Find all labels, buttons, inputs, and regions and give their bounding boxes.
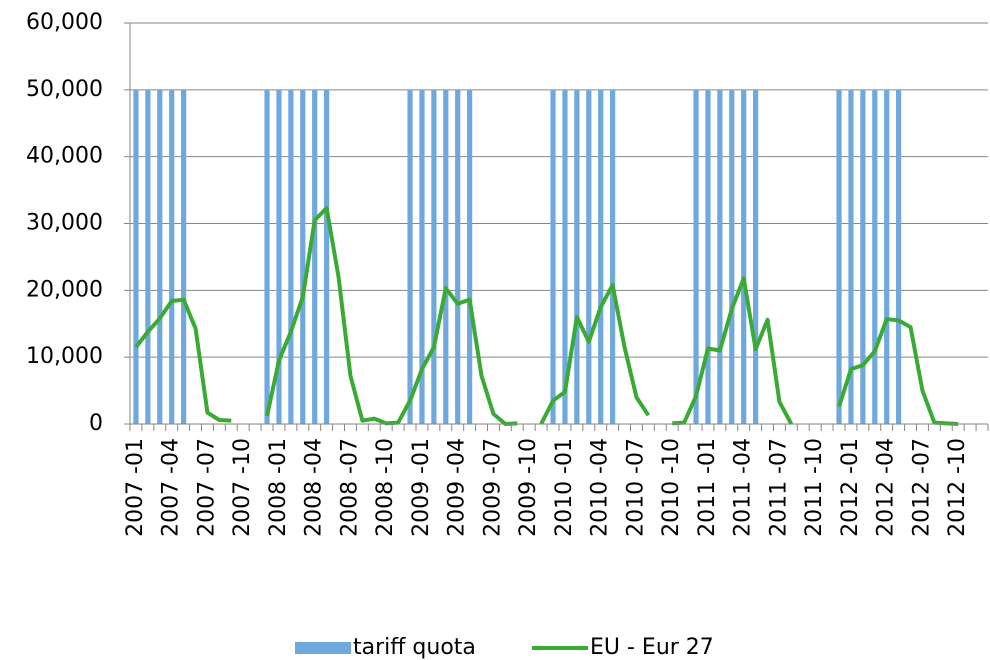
y-tick-label: 40,000 (26, 144, 103, 169)
bar (312, 89, 318, 424)
x-tick-label: 2011 -01 (695, 438, 720, 537)
bar (729, 89, 735, 424)
x-tick-label: 2010 -01 (552, 438, 577, 537)
bar (300, 89, 306, 424)
bar (276, 89, 282, 424)
x-tick-label: 2010 -10 (659, 438, 684, 537)
x-tick-label: 2009 -07 (480, 438, 505, 537)
bar (443, 89, 449, 424)
x-tick-label: 2012 -07 (909, 438, 934, 537)
x-tick-label: 2011 -04 (731, 438, 756, 537)
line (134, 206, 959, 426)
x-tick-label: 2010 -07 (623, 438, 648, 537)
bar (455, 89, 461, 424)
bar (550, 89, 556, 424)
x-tick-label: 2011 -07 (766, 438, 791, 537)
bar (288, 89, 294, 424)
bar (181, 89, 187, 424)
y-tick-label: 30,000 (26, 211, 103, 236)
legend-label: tariff quota (353, 635, 476, 660)
bar (407, 89, 413, 424)
y-tick-label: 50,000 (26, 77, 103, 102)
x-tick-label: 2008 -10 (373, 438, 398, 537)
x-tick-label: 2007 -07 (194, 438, 219, 537)
x-tick-label: 2009 -10 (516, 438, 541, 537)
bar (753, 89, 759, 424)
bar (574, 89, 580, 424)
bar (872, 89, 878, 424)
bar (324, 89, 330, 424)
bar (562, 89, 568, 424)
bar (705, 89, 711, 424)
bar (741, 89, 747, 424)
y-tick-label: 10,000 (26, 344, 103, 369)
bar (133, 89, 139, 424)
bar (610, 89, 616, 424)
bar (693, 89, 699, 424)
bar (836, 89, 842, 424)
x-tick-label: 2009 -01 (409, 438, 434, 537)
y-tick-label: 60,000 (26, 10, 103, 35)
y-tick-label: 0 (89, 411, 103, 436)
bar (157, 89, 163, 424)
x-tick-label: 2011 -10 (802, 438, 827, 537)
bar (169, 89, 175, 424)
x-tick-label: 2008 -07 (337, 438, 362, 537)
bar (848, 89, 854, 424)
bar (264, 89, 270, 424)
bar (884, 89, 890, 424)
x-tick-label: 2009 -04 (445, 438, 470, 537)
bar (598, 89, 604, 424)
bar (419, 89, 425, 424)
legend-swatch (295, 642, 351, 654)
legend-label: EU - Eur 27 (590, 635, 714, 660)
bar (586, 89, 592, 424)
x-tick-label: 2012 -04 (874, 438, 899, 537)
x-tick-label: 2008 -01 (266, 438, 291, 537)
bar (860, 89, 866, 424)
bar (467, 89, 473, 424)
x-tick-label: 2012 -10 (945, 438, 970, 537)
x-tick-label: 2012 -01 (838, 438, 863, 537)
bar (431, 89, 437, 424)
x-tick-label: 2007 -01 (123, 438, 148, 537)
bar (896, 89, 902, 424)
bar (145, 89, 151, 424)
x-tick-label: 2010 -04 (588, 438, 613, 537)
x-tick-label: 2008 -04 (302, 438, 327, 537)
bar (717, 89, 723, 424)
x-tick-label: 2007 -10 (230, 438, 255, 537)
y-tick-label: 20,000 (26, 277, 103, 302)
x-tick-label: 2007 -04 (159, 438, 184, 537)
